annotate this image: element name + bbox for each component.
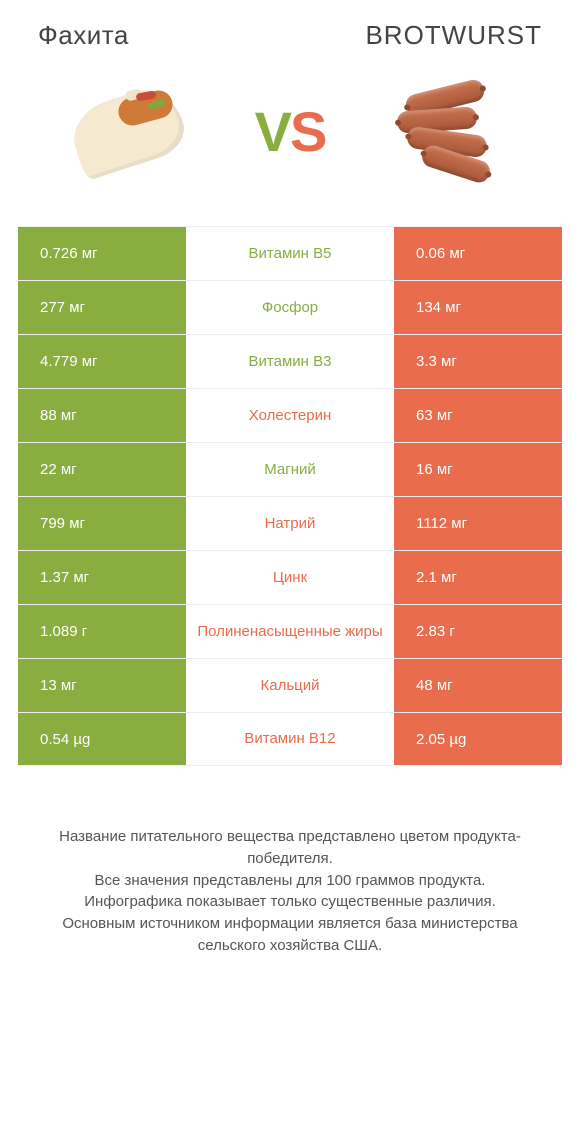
nutrient-row: 22 мгМагний16 мг bbox=[18, 442, 562, 496]
vs-v: V bbox=[255, 100, 290, 163]
nutrient-label: Витамин B12 bbox=[186, 713, 394, 765]
nutrient-row: 799 мгНатрий1112 мг bbox=[18, 496, 562, 550]
nutrient-label: Натрий bbox=[186, 497, 394, 550]
right-value: 16 мг bbox=[394, 443, 562, 496]
left-value: 0.726 мг bbox=[18, 227, 186, 280]
left-value: 22 мг bbox=[18, 443, 186, 496]
footer-notes: Название питательного вещества представл… bbox=[18, 766, 562, 957]
right-value: 2.1 мг bbox=[394, 551, 562, 604]
left-value: 277 мг bbox=[18, 281, 186, 334]
right-value: 1112 мг bbox=[394, 497, 562, 550]
nutrient-label: Магний bbox=[186, 443, 394, 496]
left-food-image bbox=[58, 76, 208, 186]
right-value: 0.06 мг bbox=[394, 227, 562, 280]
nutrient-row: 1.089 гПолиненасыщенные жиры2.83 г bbox=[18, 604, 562, 658]
left-value: 799 мг bbox=[18, 497, 186, 550]
vs-label: VS bbox=[255, 99, 326, 164]
hero-row: VS bbox=[18, 76, 562, 226]
right-value: 48 мг bbox=[394, 659, 562, 712]
nutrient-label: Фосфор bbox=[186, 281, 394, 334]
left-food-title: Фахита bbox=[38, 20, 129, 51]
right-value: 2.83 г bbox=[394, 605, 562, 658]
right-value: 3.3 мг bbox=[394, 335, 562, 388]
nutrient-row: 277 мгФосфор134 мг bbox=[18, 280, 562, 334]
nutrient-label: Витамин B5 bbox=[186, 227, 394, 280]
vs-s: S bbox=[290, 100, 325, 163]
left-value: 13 мг bbox=[18, 659, 186, 712]
nutrient-label: Кальций bbox=[186, 659, 394, 712]
right-value: 63 мг bbox=[394, 389, 562, 442]
nutrient-row: 1.37 мгЦинк2.1 мг bbox=[18, 550, 562, 604]
nutrient-table: 0.726 мгВитамин B50.06 мг277 мгФосфор134… bbox=[18, 226, 562, 766]
brotwurst-icon bbox=[387, 81, 507, 181]
header: Фахита BROTWURST bbox=[18, 20, 562, 76]
nutrient-row: 0.726 мгВитамин B50.06 мг bbox=[18, 226, 562, 280]
nutrient-row: 4.779 мгВитамин B33.3 мг bbox=[18, 334, 562, 388]
nutrient-row: 13 мгКальций48 мг bbox=[18, 658, 562, 712]
footer-line: Название питательного вещества представл… bbox=[28, 826, 552, 870]
nutrient-label: Витамин B3 bbox=[186, 335, 394, 388]
left-value: 0.54 µg bbox=[18, 713, 186, 765]
nutrient-label: Холестерин bbox=[186, 389, 394, 442]
left-value: 1.089 г bbox=[18, 605, 186, 658]
right-value: 2.05 µg bbox=[394, 713, 562, 765]
nutrient-label: Полиненасыщенные жиры bbox=[186, 605, 394, 658]
right-food-title: BROTWURST bbox=[365, 20, 542, 51]
footer-line: Все значения представлены для 100 граммо… bbox=[28, 870, 552, 892]
nutrient-row: 0.54 µgВитамин B122.05 µg bbox=[18, 712, 562, 766]
footer-line: Основным источником информации является … bbox=[28, 913, 552, 957]
left-value: 88 мг bbox=[18, 389, 186, 442]
nutrient-row: 88 мгХолестерин63 мг bbox=[18, 388, 562, 442]
nutrient-label: Цинк bbox=[186, 551, 394, 604]
fajita-icon bbox=[68, 86, 198, 176]
left-value: 1.37 мг bbox=[18, 551, 186, 604]
right-food-image bbox=[372, 76, 522, 186]
footer-line: Инфографика показывает только существенн… bbox=[28, 891, 552, 913]
right-value: 134 мг bbox=[394, 281, 562, 334]
left-value: 4.779 мг bbox=[18, 335, 186, 388]
